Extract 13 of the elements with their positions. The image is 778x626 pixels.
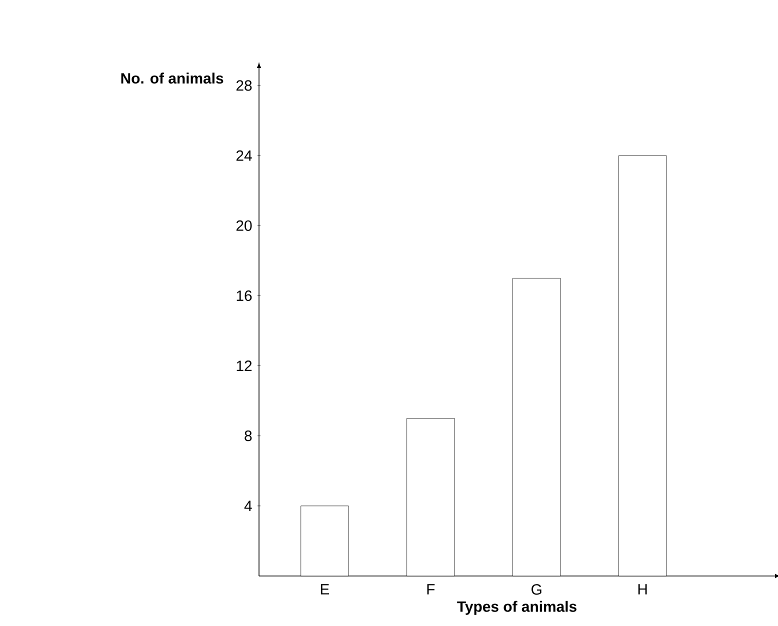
y-tick-label: 20 [236, 220, 252, 231]
y-axis-title: No. of animals [121, 72, 224, 84]
x-tick-label: F [427, 584, 435, 594]
x-tick-label: E [320, 584, 330, 594]
y-tick-label: 4 [244, 500, 252, 512]
x-tick-label: H [638, 584, 647, 594]
y-tick-label: 24 [236, 150, 252, 161]
y-tick-label: 8 [244, 430, 252, 442]
y-tick-label: 12 [236, 360, 252, 371]
y-tick-label: 28 [236, 80, 252, 91]
x-axis-title: Types of animals [457, 600, 576, 615]
x-tick-label: G [532, 584, 542, 595]
y-tick-label: 16 [236, 290, 252, 301]
